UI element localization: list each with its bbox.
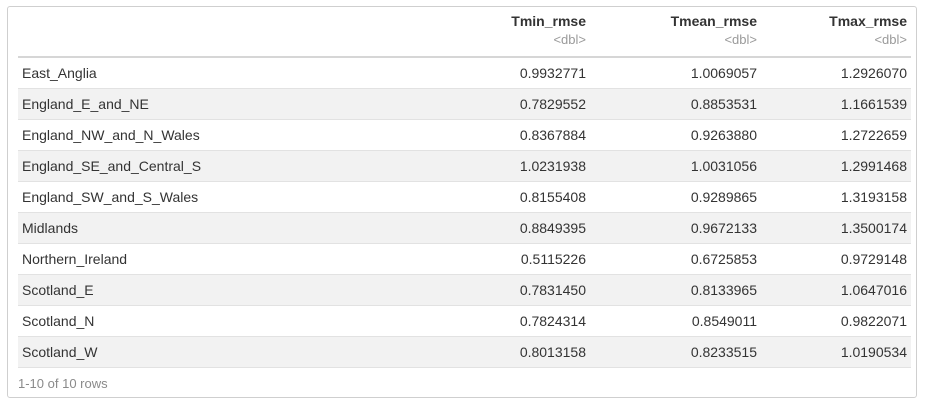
data-frame-viewer: Tmin_rmse <dbl> Tmean_rmse <dbl> Tmax_rm… [7, 6, 917, 398]
table-row: England_SW_and_S_Wales 0.8155408 0.92898… [18, 181, 911, 213]
table-row: Northern_Ireland 0.5115226 0.6725853 0.9… [18, 243, 911, 275]
cell-tmax-rmse: 1.0647016 [761, 274, 911, 306]
row-label: Midlands [18, 212, 419, 244]
row-label: East_Anglia [18, 57, 419, 89]
table-row: Midlands 0.8849395 0.9672133 1.3500174 [18, 212, 911, 244]
cell-tmin-rmse: 0.7831450 [419, 274, 590, 306]
cell-tmax-rmse: 1.3500174 [761, 212, 911, 244]
cell-tmin-rmse: 0.8155408 [419, 181, 590, 213]
cell-tmax-rmse: 1.1661539 [761, 88, 911, 120]
row-label: Scotland_W [18, 336, 419, 368]
cell-tmin-rmse: 1.0231938 [419, 150, 590, 182]
column-header-tmean-rmse[interactable]: Tmean_rmse <dbl> [590, 7, 761, 58]
row-label: England_SW_and_S_Wales [18, 181, 419, 213]
cell-tmean-rmse: 0.8853531 [590, 88, 761, 120]
cell-tmean-rmse: 0.6725853 [590, 243, 761, 275]
row-label: England_NW_and_N_Wales [18, 119, 419, 151]
header-row: Tmin_rmse <dbl> Tmean_rmse <dbl> Tmax_rm… [18, 7, 911, 58]
cell-tmean-rmse: 0.8549011 [590, 305, 761, 337]
column-name: Tmean_rmse [670, 13, 757, 29]
row-names-header [18, 7, 419, 58]
cell-tmin-rmse: 0.9932771 [419, 57, 590, 89]
cell-tmin-rmse: 0.8367884 [419, 119, 590, 151]
column-header-tmin-rmse[interactable]: Tmin_rmse <dbl> [419, 7, 590, 58]
cell-tmean-rmse: 0.8233515 [590, 336, 761, 368]
cell-tmin-rmse: 0.5115226 [419, 243, 590, 275]
table-row: Scotland_N 0.7824314 0.8549011 0.9822071 [18, 305, 911, 337]
column-name: Tmax_rmse [829, 13, 907, 29]
cell-tmin-rmse: 0.8849395 [419, 212, 590, 244]
cell-tmax-rmse: 1.2722659 [761, 119, 911, 151]
cell-tmax-rmse: 1.0190534 [761, 336, 911, 368]
row-label: England_E_and_NE [18, 88, 419, 120]
cell-tmean-rmse: 1.0069057 [590, 57, 761, 89]
table-row: England_NW_and_N_Wales 0.8367884 0.92638… [18, 119, 911, 151]
cell-tmax-rmse: 0.9822071 [761, 305, 911, 337]
cell-tmax-rmse: 1.2991468 [761, 150, 911, 182]
cell-tmax-rmse: 1.2926070 [761, 57, 911, 89]
row-label: England_SE_and_Central_S [18, 150, 419, 182]
cell-tmean-rmse: 0.9263880 [590, 119, 761, 151]
data-table: Tmin_rmse <dbl> Tmean_rmse <dbl> Tmax_rm… [18, 7, 911, 368]
column-type: <dbl> [724, 32, 757, 47]
cell-tmean-rmse: 1.0031056 [590, 150, 761, 182]
row-count-footer: 1-10 of 10 rows [18, 376, 108, 391]
table-body: East_Anglia 0.9932771 1.0069057 1.292607… [18, 57, 911, 368]
row-label: Northern_Ireland [18, 243, 419, 275]
cell-tmin-rmse: 0.7829552 [419, 88, 590, 120]
column-type: <dbl> [553, 32, 586, 47]
table-row: East_Anglia 0.9932771 1.0069057 1.292607… [18, 57, 911, 89]
cell-tmean-rmse: 0.9672133 [590, 212, 761, 244]
cell-tmax-rmse: 0.9729148 [761, 243, 911, 275]
cell-tmax-rmse: 1.3193158 [761, 181, 911, 213]
table-header: Tmin_rmse <dbl> Tmean_rmse <dbl> Tmax_rm… [18, 7, 911, 58]
column-type: <dbl> [874, 32, 907, 47]
table-row: England_SE_and_Central_S 1.0231938 1.003… [18, 150, 911, 182]
column-header-tmax-rmse[interactable]: Tmax_rmse <dbl> [761, 7, 911, 58]
table-row: Scotland_W 0.8013158 0.8233515 1.0190534 [18, 336, 911, 368]
cell-tmean-rmse: 0.8133965 [590, 274, 761, 306]
column-name: Tmin_rmse [511, 13, 586, 29]
table-row: England_E_and_NE 0.7829552 0.8853531 1.1… [18, 88, 911, 120]
cell-tmin-rmse: 0.8013158 [419, 336, 590, 368]
cell-tmin-rmse: 0.7824314 [419, 305, 590, 337]
row-label: Scotland_N [18, 305, 419, 337]
table-row: Scotland_E 0.7831450 0.8133965 1.0647016 [18, 274, 911, 306]
row-label: Scotland_E [18, 274, 419, 306]
cell-tmean-rmse: 0.9289865 [590, 181, 761, 213]
